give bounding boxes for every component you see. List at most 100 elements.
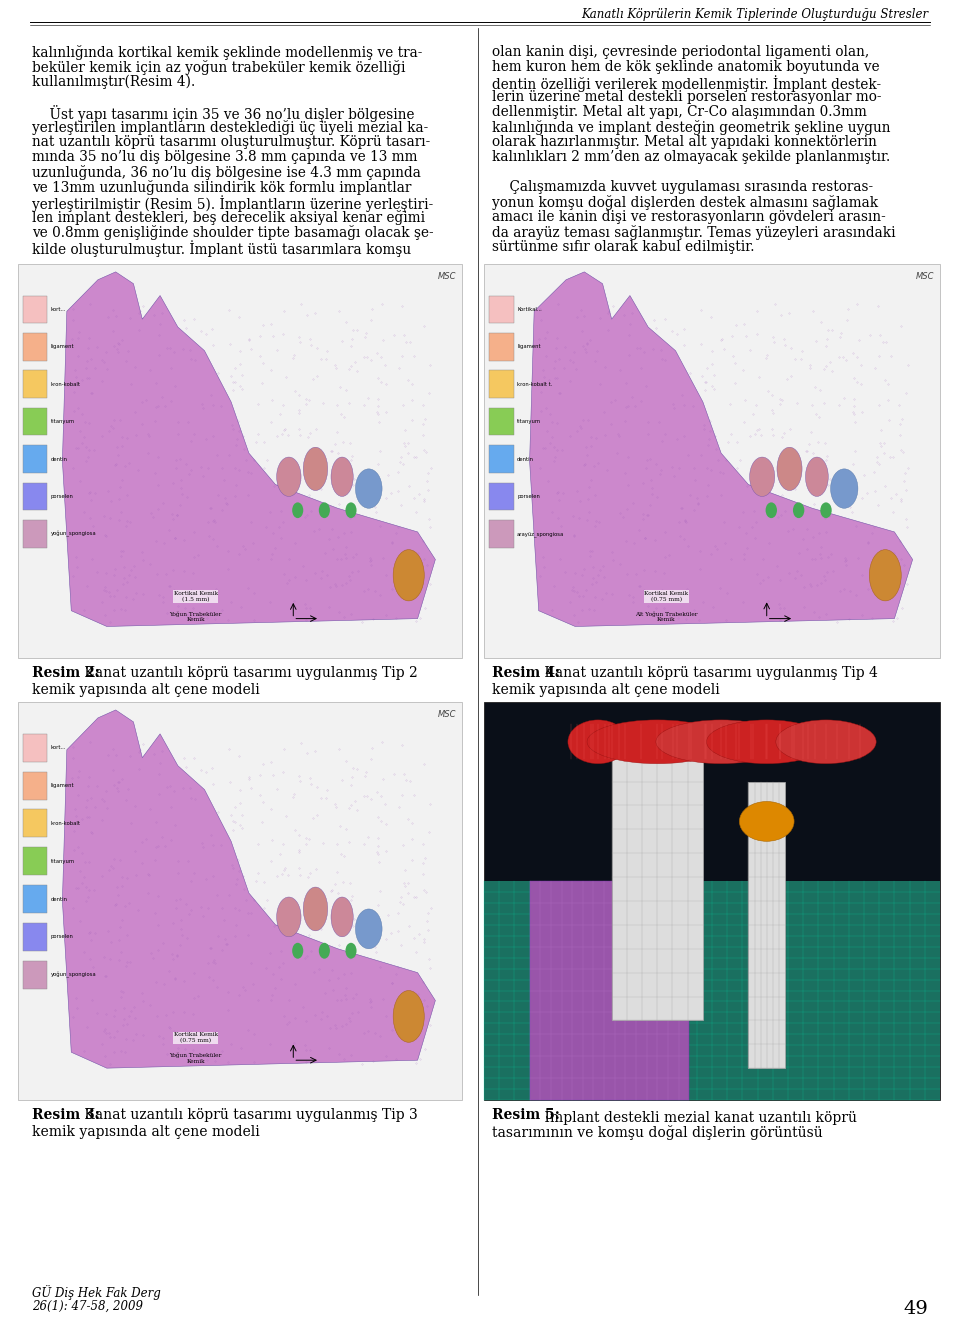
Ellipse shape (656, 720, 786, 763)
Text: lerin üzerine metal destekli porselen restorasyonlar mo-: lerin üzerine metal destekli porselen re… (492, 90, 881, 104)
Polygon shape (530, 272, 913, 626)
Ellipse shape (319, 942, 330, 958)
Bar (489, 521, 515, 548)
Text: kort...: kort... (51, 307, 66, 312)
Text: 49: 49 (903, 1300, 928, 1318)
Text: ve 13mm uzunluğunda silindirik kök formlu implantlar: ve 13mm uzunluğunda silindirik kök forml… (32, 181, 412, 195)
Text: titanyum: titanyum (51, 859, 75, 863)
Text: Kanat uzantılı köprü tasarımı uygulanmış Tip 4: Kanat uzantılı köprü tasarımı uygulanmış… (540, 666, 877, 680)
Text: porselen: porselen (51, 934, 73, 940)
Ellipse shape (319, 502, 330, 518)
Text: arayüz_spongiosa: arayüz_spongiosa (517, 531, 564, 536)
Text: İmplant destekli mezial kanat uzantılı köprü: İmplant destekli mezial kanat uzantılı k… (540, 1108, 857, 1124)
Bar (489, 295, 515, 323)
Ellipse shape (355, 469, 382, 509)
Text: yoğun_spongiosa: yoğun_spongiosa (51, 531, 96, 536)
Bar (484, 882, 940, 1101)
Ellipse shape (303, 447, 327, 490)
Text: olan kanin dişi, çevresinde periodontal ligamenti olan,: olan kanin dişi, çevresinde periodontal … (492, 45, 869, 59)
Ellipse shape (346, 942, 356, 958)
Text: kron-kobalt: kron-kobalt (51, 382, 81, 386)
Text: tasarımının ve komşu doğal dişlerin görüntüsü: tasarımının ve komşu doğal dişlerin görü… (492, 1126, 823, 1140)
Ellipse shape (870, 550, 901, 601)
Ellipse shape (820, 502, 831, 518)
Text: 26(1): 47-58, 2009: 26(1): 47-58, 2009 (32, 1300, 143, 1313)
Text: Resim 4:: Resim 4: (492, 666, 560, 680)
Text: kemik yapısında alt çene modeli: kemik yapısında alt çene modeli (32, 683, 260, 697)
Text: titanyum: titanyum (51, 419, 75, 424)
Text: yerleştirilen implantların desteklediği üç üyeli mezial ka-: yerleştirilen implantların desteklediği … (32, 120, 428, 134)
Bar (23, 333, 47, 361)
Text: kilde oluşturulmuştur. İmplant üstü tasarımlara komşu: kilde oluşturulmuştur. İmplant üstü tasa… (32, 240, 411, 257)
Ellipse shape (588, 720, 728, 763)
Text: MSC: MSC (438, 272, 456, 281)
Ellipse shape (568, 720, 628, 763)
Text: Kortikal...: Kortikal... (517, 307, 541, 312)
Text: sürtünme sıfır olarak kabul edilmiştir.: sürtünme sıfır olarak kabul edilmiştir. (492, 240, 755, 254)
Bar (530, 882, 689, 1101)
Text: dellenmiştir. Metal alt yapı, Cr-Co alaşımından 0.3mm: dellenmiştir. Metal alt yapı, Cr-Co alaş… (492, 105, 867, 119)
Ellipse shape (707, 720, 827, 763)
Text: yerleştirilmiştir (Resim 5). İmplantların üzerine yerleştiri-: yerleştirilmiştir (Resim 5). İmplantları… (32, 195, 433, 212)
Text: kemik yapısında alt çene modeli: kemik yapısında alt çene modeli (492, 683, 720, 697)
Text: kron-kobalt: kron-kobalt (51, 821, 81, 826)
Text: Kanat uzantılı köprü tasarımı uygulanmış Tip 2: Kanat uzantılı köprü tasarımı uygulanmış… (80, 666, 418, 680)
Ellipse shape (765, 502, 777, 518)
Ellipse shape (303, 887, 327, 931)
Text: kort...: kort... (51, 745, 66, 750)
Text: kron-kobalt t.: kron-kobalt t. (517, 382, 552, 386)
Text: Resim 2:: Resim 2: (32, 666, 100, 680)
Ellipse shape (805, 457, 828, 497)
Text: len implant destekleri, beş derecelik aksiyal kenar eğimi: len implant destekleri, beş derecelik ak… (32, 210, 425, 225)
Text: dentin: dentin (51, 456, 67, 461)
Text: Yoğun Trabeküler
Kemik: Yoğun Trabeküler Kemik (169, 1052, 222, 1064)
Text: mında 35 no’lu diş bölgesine 3.8 mm çapında ve 13 mm: mında 35 no’lu diş bölgesine 3.8 mm çapı… (32, 150, 418, 163)
Bar (23, 482, 47, 510)
Text: hem kuron hem de kök şeklinde anatomik boyutunda ve: hem kuron hem de kök şeklinde anatomik b… (492, 61, 879, 74)
Ellipse shape (276, 457, 301, 497)
Ellipse shape (793, 502, 804, 518)
Bar (23, 734, 47, 762)
Text: kalınlığında ve implant desteğin geometrik şekline uygun: kalınlığında ve implant desteğin geometr… (492, 120, 891, 134)
Ellipse shape (394, 991, 424, 1043)
Text: yonun komşu doğal dişlerden destek almasını sağlamak: yonun komşu doğal dişlerden destek almas… (492, 195, 878, 210)
Bar (23, 847, 47, 875)
Text: ve 0.8mm genişliğinde shoulder tipte basamağı olacak şe-: ve 0.8mm genişliğinde shoulder tipte bas… (32, 225, 434, 240)
Text: kemik yapısında alt çene modeli: kemik yapısında alt çene modeli (32, 1126, 260, 1139)
Bar (489, 482, 515, 510)
Bar (612, 734, 703, 1020)
Bar (489, 370, 515, 398)
Text: titanyum: titanyum (517, 419, 541, 424)
Text: amacı ile kanin dişi ve restorasyonların gövdeleri arasın-: amacı ile kanin dişi ve restorasyonların… (492, 210, 886, 224)
Bar (484, 702, 940, 1101)
Text: Kortikal Kemik
(0.75 mm): Kortikal Kemik (0.75 mm) (644, 590, 688, 602)
Text: ligament: ligament (517, 344, 540, 349)
Bar (18, 702, 462, 1101)
Text: Resim 3:: Resim 3: (32, 1108, 100, 1122)
Text: ligament: ligament (51, 344, 74, 349)
Text: nat uzantılı köprü tasarımı oluşturulmuştur. Köprü tasarı-: nat uzantılı köprü tasarımı oluşturulmuş… (32, 134, 430, 149)
Bar (23, 771, 47, 800)
Ellipse shape (739, 801, 794, 841)
Bar (484, 264, 940, 658)
Ellipse shape (331, 457, 353, 497)
Text: Alt Yoğun Trabeküler
Kemik: Alt Yoğun Trabeküler Kemik (636, 612, 698, 622)
Text: porselen: porselen (517, 494, 540, 500)
Text: uzunluğunda, 36 no’lu diş bölgesine ise 4.3 mm çapında: uzunluğunda, 36 no’lu diş bölgesine ise … (32, 165, 420, 181)
Ellipse shape (830, 469, 858, 509)
Text: olarak hazırlanmıştır. Metal alt yapıdaki konnektörlerin: olarak hazırlanmıştır. Metal alt yapıdak… (492, 134, 876, 149)
Ellipse shape (346, 502, 356, 518)
Text: Üst yapı tasarımı için 35 ve 36 no’lu dişler bölgesine: Üst yapı tasarımı için 35 ve 36 no’lu di… (32, 105, 415, 123)
Bar (489, 445, 515, 473)
Ellipse shape (777, 447, 802, 490)
Text: dentin: dentin (517, 456, 534, 461)
Polygon shape (62, 272, 435, 626)
Text: kullanılmıştır(Resim 4).: kullanılmıştır(Resim 4). (32, 75, 195, 90)
Ellipse shape (394, 550, 424, 601)
Ellipse shape (776, 720, 876, 763)
Text: MSC: MSC (916, 272, 934, 281)
Ellipse shape (331, 898, 353, 937)
Bar (489, 333, 515, 361)
Bar (23, 370, 47, 398)
Text: dentin: dentin (51, 896, 67, 902)
